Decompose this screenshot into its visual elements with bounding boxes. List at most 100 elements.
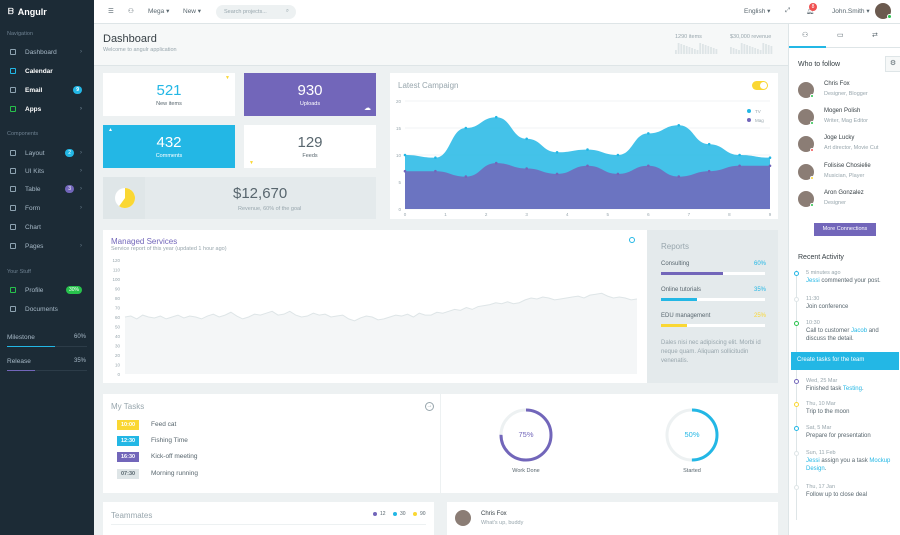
components-heading: Components: [7, 131, 39, 137]
follow-user[interactable]: Folisise Chosielie Musician, Player: [798, 162, 898, 186]
sidebar: Navigation Dashboard › Calendar Email 9 Ap…: [0, 24, 94, 535]
arrow-right-icon[interactable]: →: [425, 402, 434, 411]
sparkline-bar: [735, 49, 738, 54]
table-icon: [10, 186, 16, 192]
right-tabs: ⚇ ▭ ⇄: [789, 24, 900, 48]
sidebar-item-documents[interactable]: Documents: [0, 301, 94, 317]
stat-comments[interactable]: 432 Comments ▲: [103, 125, 235, 168]
task-label[interactable]: Kick-off meeting: [151, 453, 198, 460]
stat-feeds[interactable]: 129 Feeds ▼: [244, 125, 376, 168]
follow-user[interactable]: Mogen Polish Writer, Mag Editor: [798, 107, 898, 131]
chart-icon: [10, 224, 16, 230]
revenue-value: $12,670: [233, 185, 288, 202]
task-time-tag: 16:30: [117, 452, 140, 462]
sparkline-bar: [691, 48, 693, 54]
sidebar-item-dashboard[interactable]: Dashboard ›: [0, 44, 94, 60]
sparkline-bar: [767, 45, 770, 54]
exchange-tab-icon[interactable]: ⇄: [872, 32, 878, 39]
logo-icon: ᗷ: [8, 7, 14, 16]
sidebar-item-pages[interactable]: Pages ›: [0, 238, 94, 254]
stat-uploads[interactable]: 930 Uploads ☁: [244, 73, 376, 116]
sidebar-item-chart[interactable]: Chart: [0, 219, 94, 235]
stat-new-items[interactable]: 521 New items ▼: [103, 73, 235, 116]
sidebar-item-ui-kits[interactable]: UI Kits ›: [0, 163, 94, 179]
managed-area: [125, 293, 637, 374]
chevron-right-icon: ›: [80, 150, 82, 156]
release-value: 35%: [74, 358, 87, 364]
release-label: Release: [7, 358, 31, 365]
task-time-tag: 07:30: [117, 469, 140, 479]
sidebar-item-apps[interactable]: Apps ›: [0, 101, 94, 117]
brand-name: Angulr: [17, 7, 47, 17]
right-panel: ⚇ ▭ ⇄ ⚙ Who to follow Chris Fox Designer,…: [788, 24, 900, 535]
chat-name[interactable]: Chris Fox: [481, 511, 507, 517]
activity-item: Sat, 5 Mar Prepare for presentation: [806, 425, 871, 439]
task-label[interactable]: Morning running: [151, 470, 198, 477]
sidebar-item-table[interactable]: Table 3 ›: [0, 181, 94, 197]
menu-toggle-icon[interactable]: ☰: [108, 8, 114, 15]
sparkline-bar: [696, 50, 699, 54]
campaign-toggle[interactable]: [752, 81, 768, 90]
new-menu[interactable]: New ▾: [183, 8, 202, 15]
revenue-pie: [115, 188, 135, 208]
user-menu[interactable]: John.Smith ▾: [832, 8, 870, 15]
more-connections-button[interactable]: More Connections: [814, 223, 876, 236]
campaign-series-mag: [405, 163, 770, 209]
task-time-tag: 12:30: [117, 436, 140, 446]
email-badge: 9: [73, 86, 82, 94]
refresh-icon[interactable]: [629, 237, 635, 243]
task-time-tag: 10:00: [117, 420, 140, 430]
work-done-value: 75%: [518, 430, 534, 439]
language-select[interactable]: English ▾: [744, 8, 771, 15]
sidebar-item-email[interactable]: Email 9: [0, 82, 94, 98]
release-progress: [7, 370, 87, 371]
task-label[interactable]: Fishing Time: [151, 437, 188, 444]
gear-icon[interactable]: ⚙: [885, 56, 900, 72]
main-content: Dashboard Welcome to angulr application …: [94, 24, 788, 535]
sparkline-bar: [751, 47, 754, 54]
reports-note: Dales nisi nec adipiscing elit. Morbi id…: [661, 340, 761, 364]
sidebar-item-profile[interactable]: Profile 30%: [0, 282, 94, 298]
fullscreen-icon[interactable]: ⤢: [785, 7, 791, 14]
follow-user[interactable]: Aron Gonzalez Designer: [798, 189, 898, 213]
sparkline-bar: [702, 44, 704, 54]
user-tab-icon[interactable]: ⚇: [802, 32, 809, 39]
pages-icon: [10, 243, 16, 249]
mega-menu[interactable]: Mega ▾: [148, 8, 170, 15]
follow-user[interactable]: Joge Lucky Art director, Movie Cut: [798, 134, 898, 158]
sidebar-item-layout[interactable]: Layout 2 ›: [0, 145, 94, 161]
sparkline-bar: [710, 47, 712, 54]
cloud-upload-icon: ☁: [364, 105, 371, 112]
tasks-card: My Tasks → 10:00 Feed cat 12:30 Fishing …: [103, 394, 778, 493]
campaign-title: Latest Campaign: [398, 81, 459, 90]
create-task-highlight[interactable]: Create tasks for the team: [791, 352, 899, 370]
search-input[interactable]: Search projects... ⌕: [216, 5, 296, 19]
sparkline-bar: [748, 46, 751, 54]
campaign-point: [707, 142, 711, 146]
y-tick-label: 90: [115, 287, 121, 292]
documents-icon: [10, 306, 16, 312]
search-icon[interactable]: ⌕: [285, 8, 289, 14]
follow-user[interactable]: Chris Fox Designer, Blogger: [798, 80, 898, 104]
chevron-right-icon: ›: [80, 168, 82, 174]
activity-item: 11:30 Join conference: [806, 296, 849, 310]
work-done-label: Work Done: [512, 468, 540, 474]
sparkline-bar: [732, 48, 735, 54]
sidebar-item-form[interactable]: Form ›: [0, 200, 94, 216]
brand-logo[interactable]: ᗷ Angulr: [0, 0, 94, 24]
user-icon[interactable]: ⚇: [128, 8, 134, 15]
y-tick-label: 100: [112, 277, 120, 282]
chat-tab-icon[interactable]: ▭: [837, 32, 844, 39]
campaign-point: [464, 126, 468, 130]
task-label[interactable]: Feed cat: [151, 421, 177, 428]
avatar[interactable]: [455, 510, 471, 526]
bell-icon[interactable]: 🔔︎: [806, 8, 815, 15]
sparkline-bar: [693, 49, 696, 54]
y-tick-label: 0: [398, 207, 401, 212]
x-tick-label: 5: [607, 212, 610, 217]
sidebar-item-calendar[interactable]: Calendar: [0, 63, 94, 79]
sparkline-bar: [754, 48, 757, 54]
report-tutorials: Online tutorials 35%: [661, 287, 766, 293]
your-stuff-heading: Your Stuff: [7, 269, 31, 275]
x-tick-label: 8: [728, 212, 731, 217]
